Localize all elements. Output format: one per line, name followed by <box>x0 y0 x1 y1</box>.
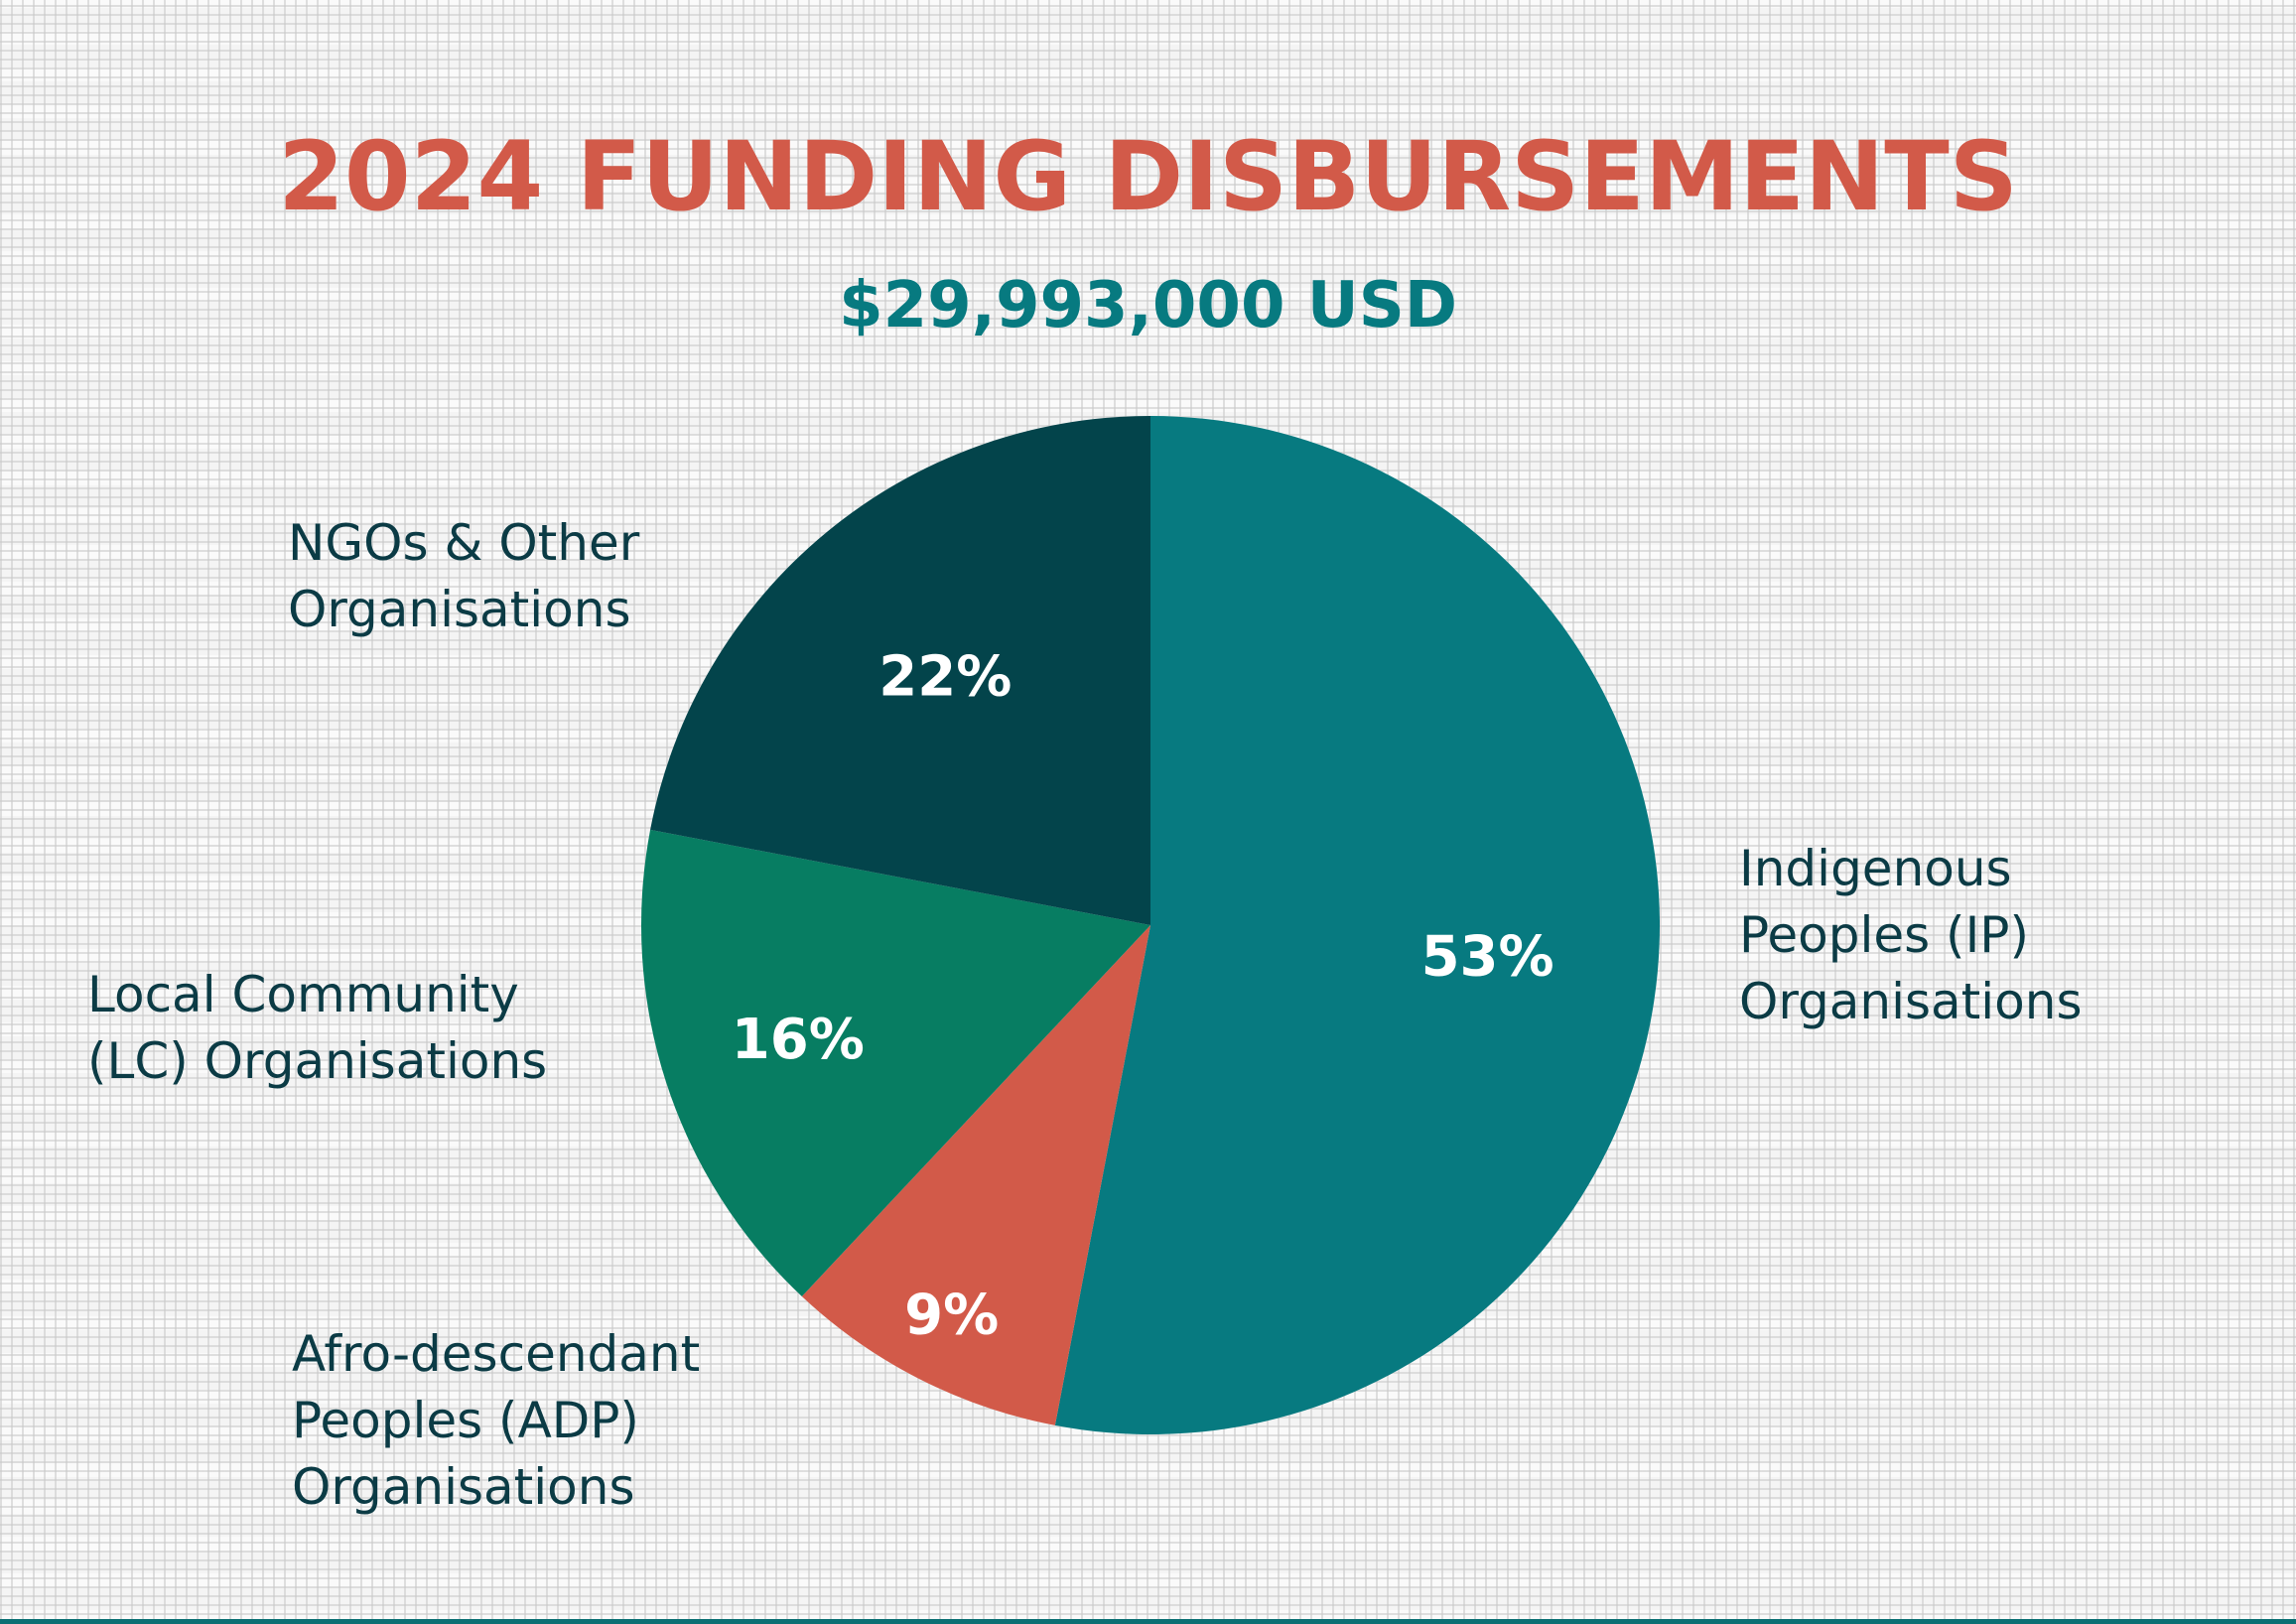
category-label-indigenous-peoples: Indigenous Peoples (IP) Organisations <box>1739 840 2083 1030</box>
bottom-rule <box>0 1619 2296 1624</box>
slice-value-label-indigenous-peoples: 53% <box>1421 925 1554 990</box>
category-label-ngos-other: NGOs & Other Organisations <box>288 514 640 638</box>
slice-value-label-afro-descendant-peoples: 9% <box>904 1284 999 1348</box>
pie-slice-labels: 53% 9% 16% 22% <box>732 645 1554 1348</box>
pie-slice-afro-descendant-peoples <box>801 925 1150 1425</box>
pie-slice-ngos-other <box>650 416 1150 925</box>
category-label-local-community: Local Community (LC) Organisations <box>87 966 548 1090</box>
chart-title: 2024 FUNDING DISBURSEMENTS <box>278 121 2018 232</box>
pie-slice-indigenous-peoples <box>1054 416 1661 1435</box>
chart-subtitle: $29,993,000 USD <box>839 269 1457 342</box>
category-label-afro-descendant-peoples: Afro-descendant Peoples (ADP) Organisati… <box>292 1325 701 1516</box>
pie-slices <box>641 416 1661 1435</box>
pie-slice-local-community <box>641 829 1150 1296</box>
slice-value-label-ngos-other: 22% <box>878 645 1012 710</box>
slice-value-label-local-community: 16% <box>732 1008 865 1072</box>
